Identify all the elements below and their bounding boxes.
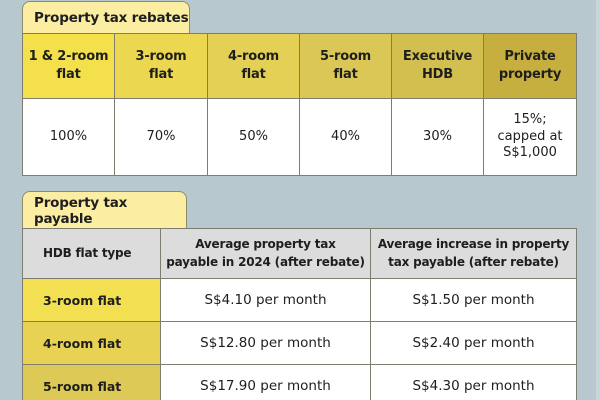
header-3-room: 3-room flat bbox=[114, 33, 208, 99]
avg-payable-cell: S$17.90 per month bbox=[160, 364, 371, 400]
avg-payable-cell: S$4.10 per month bbox=[160, 278, 371, 322]
header-executive: Executive HDB bbox=[391, 33, 484, 99]
header-avg-payable: Average property tax payable in 2024 (aft… bbox=[160, 228, 371, 279]
rebates-table: 1 & 2-room flat 3-room flat 4-room flat 5-r… bbox=[22, 33, 577, 176]
header-avg-increase: Average increase in property tax payable … bbox=[370, 228, 577, 279]
payable-title-tab: Property tax payable bbox=[22, 191, 187, 229]
value-3-room: 70% bbox=[114, 98, 208, 176]
value-private: 15%; capped at S$1,000 bbox=[483, 98, 577, 176]
rebates-title: Property tax rebates bbox=[34, 10, 189, 26]
rebates-values-row: 100% 70% 50% 40% 30% 15%; capped at S$1,… bbox=[22, 98, 577, 176]
row-label: 3-room flat bbox=[22, 278, 161, 322]
row-label: 4-room flat bbox=[22, 321, 161, 365]
row-label: 5-room flat bbox=[22, 364, 161, 400]
header-private: Private property bbox=[483, 33, 577, 99]
header-flat-type: HDB flat type bbox=[22, 228, 161, 279]
value-5-room: 40% bbox=[299, 98, 392, 176]
edge-strip bbox=[596, 0, 600, 400]
avg-increase-cell: S$2.40 per month bbox=[370, 321, 577, 365]
rebates-header-row: 1 & 2-room flat 3-room flat 4-room flat 5-r… bbox=[22, 33, 577, 99]
header-4-room: 4-room flat bbox=[207, 33, 300, 99]
avg-increase-cell: S$4.30 per month bbox=[370, 364, 577, 400]
rebates-title-tab: Property tax rebates bbox=[22, 1, 190, 34]
value-1-2-room: 100% bbox=[22, 98, 115, 176]
table-row: 5-room flat S$17.90 per month S$4.30 per… bbox=[22, 364, 577, 400]
payable-header-row: HDB flat type Average property tax payabl… bbox=[22, 228, 577, 279]
table-row: 3-room flat S$4.10 per month S$1.50 per … bbox=[22, 278, 577, 322]
header-1-2-room: 1 & 2-room flat bbox=[22, 33, 115, 99]
header-5-room: 5-room flat bbox=[299, 33, 392, 99]
value-executive: 30% bbox=[391, 98, 484, 176]
avg-payable-cell: S$12.80 per month bbox=[160, 321, 371, 365]
avg-increase-cell: S$1.50 per month bbox=[370, 278, 577, 322]
payable-table: HDB flat type Average property tax payabl… bbox=[22, 228, 577, 400]
payable-title: Property tax payable bbox=[34, 194, 128, 227]
value-4-room: 50% bbox=[207, 98, 300, 176]
table-row: 4-room flat S$12.80 per month S$2.40 per… bbox=[22, 321, 577, 365]
